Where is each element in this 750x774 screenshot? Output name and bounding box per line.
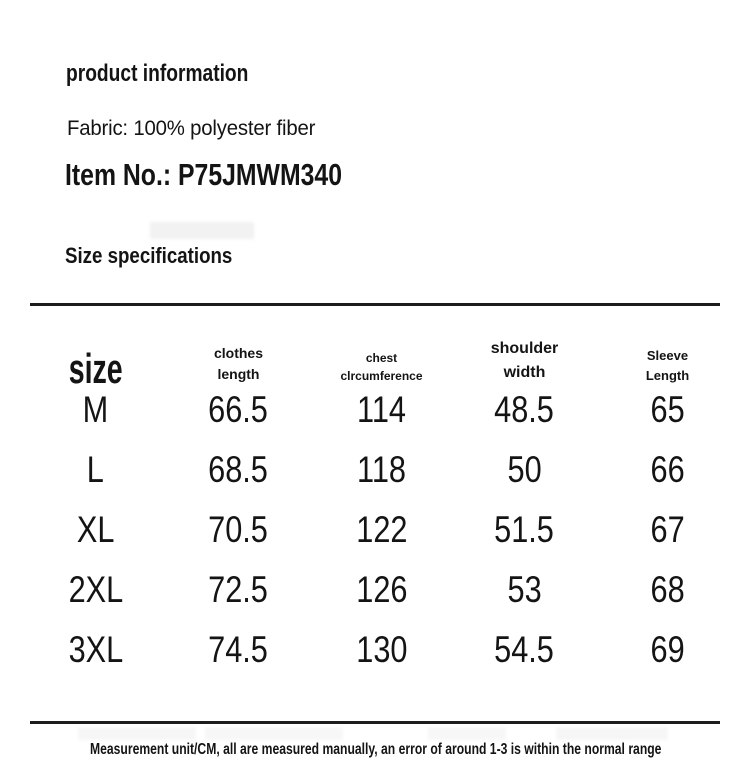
size-value: 118 [357,449,406,490]
size-value: 70.5 [208,509,269,550]
size-value: 74.5 [208,629,269,670]
size-column-header: size [68,345,123,392]
page-title: product information [66,60,249,87]
fabric-info: Fabric: 100% polyester fiber [67,117,316,140]
measurement-note: Measurement unit/CM, all are measured ma… [90,741,662,758]
watermark-smudge [428,727,506,740]
table-row: XL 70.5 122 51.5 67 [24,500,739,560]
size-value: 126 [355,569,408,610]
size-value: 54.5 [494,629,555,670]
size-value: 67 [650,509,685,550]
section-title: Size specifications [65,243,233,268]
watermark-smudge [78,727,196,740]
size-value: 65 [650,389,685,430]
size-label: M [82,389,109,430]
size-table: size clothes length chest clrcumference sho… [24,336,739,684]
divider-bottom [30,721,720,724]
column-header: Sleeve Length [645,348,690,383]
column-header: chest clrcumference [340,351,423,383]
size-value: 130 [355,629,408,670]
size-value: 50 [507,449,542,490]
watermark-smudge [556,727,668,740]
size-value: 68.5 [208,449,269,490]
size-label: XL [76,509,115,550]
table-body: M 66.5 114 48.5 65 L 68.5 118 50 66 XL 70.5 122 51.5 6… [24,380,739,680]
size-value: 72.5 [208,569,269,610]
watermark-smudge [150,222,254,239]
table-row: 2XL 72.5 126 53 68 [24,560,739,620]
size-value: 66 [650,449,685,490]
size-value: 51.5 [494,509,555,550]
size-value: 122 [355,509,408,550]
size-value: 114 [357,389,406,430]
size-value: 53 [507,569,542,610]
size-value: 69 [650,629,685,670]
table-header-row: size clothes length chest clrcumference sho… [24,336,739,390]
column-header: clothes length [213,345,263,382]
size-value: 68 [650,569,685,610]
size-value: 66.5 [208,389,269,430]
size-value: 48.5 [494,389,555,430]
column-header: shoulder width [490,340,559,381]
size-label: L [86,449,105,490]
size-label: 3XL [68,629,123,670]
table-row: 3XL 74.5 130 54.5 69 [24,620,739,680]
size-label: 2XL [68,569,123,610]
watermark-smudge [205,727,343,740]
item-number: Item No.: P75JMWM340 [65,157,343,192]
table-row: L 68.5 118 50 66 [24,440,739,500]
divider-top [30,303,720,306]
table-row: M 66.5 114 48.5 65 [24,380,739,440]
